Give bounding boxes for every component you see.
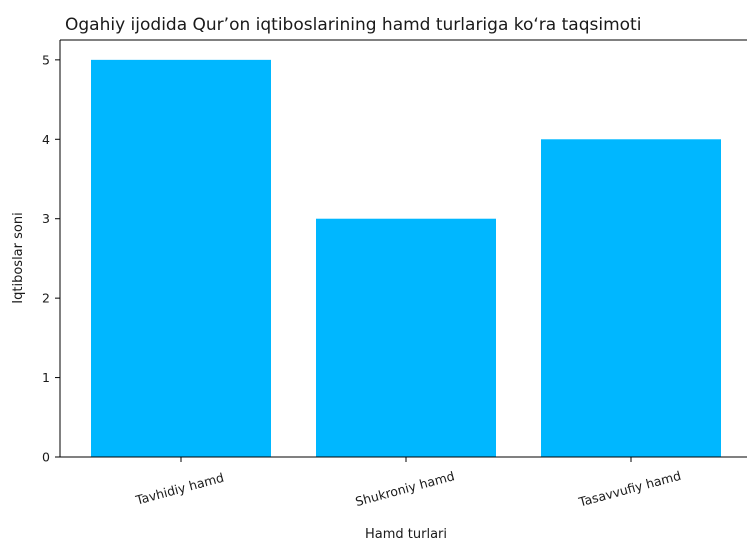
- bar-tavhidiy-hamd: [91, 59, 271, 457]
- y-tick-label: 2: [42, 291, 50, 306]
- y-tick-label: 0: [42, 450, 50, 465]
- bars-group: [91, 59, 721, 458]
- y-axis-label: Iqtiboslar soni: [11, 212, 26, 303]
- y-tick-label: 1: [42, 370, 50, 385]
- x-tick-label: Tasavvufiy hamd: [576, 468, 682, 510]
- bar-tasavvufiy-hamd: [541, 139, 721, 458]
- chart-title: Ogahiy ijodida Qur’on iqtiboslarining ha…: [65, 15, 641, 35]
- y-tick-label: 4: [42, 132, 50, 147]
- y-tick-label: 3: [42, 211, 50, 226]
- y-tick-label: 5: [42, 52, 50, 67]
- x-tick-label: Tavhidiy hamd: [133, 470, 225, 508]
- bar-shukroniy-hamd: [316, 218, 496, 457]
- x-axis-label: Hamd turlari: [365, 527, 447, 540]
- x-tick-label: Shukroniy hamd: [354, 468, 456, 509]
